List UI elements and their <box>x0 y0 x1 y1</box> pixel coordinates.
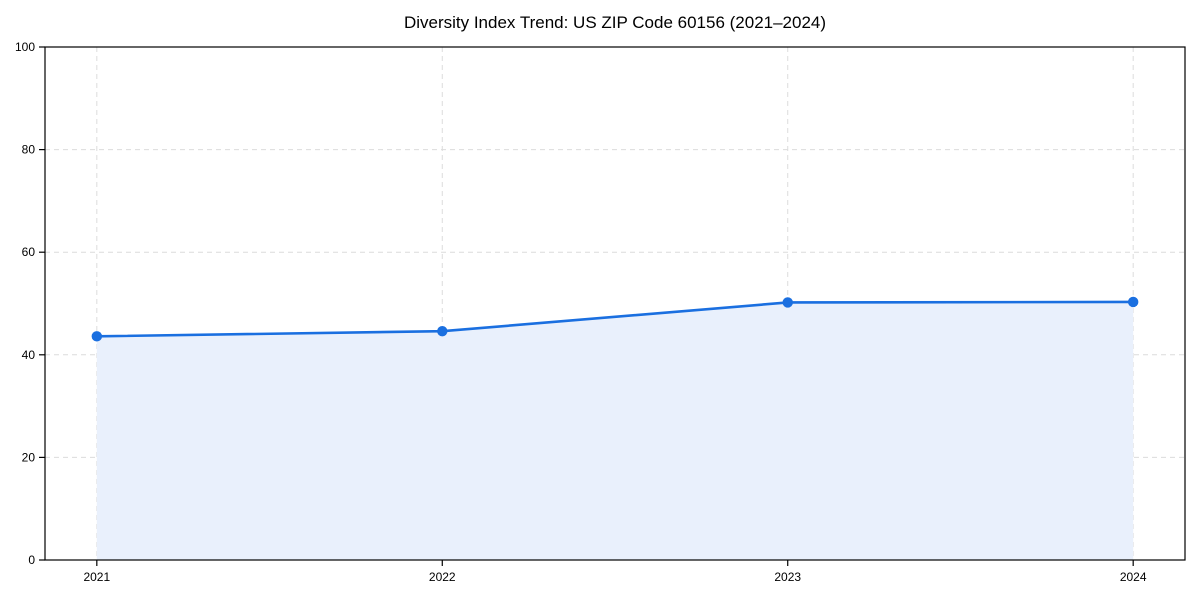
y-tick-label: 80 <box>22 143 36 157</box>
plot-frame <box>44 46 1186 561</box>
x-tick-label: 2023 <box>774 570 801 584</box>
x-tick-label: 2024 <box>1120 570 1147 584</box>
data-point-2021 <box>91 331 103 342</box>
chart-title: Diversity Index Trend: US ZIP Code 60156… <box>403 13 827 32</box>
data-point-2023 <box>782 297 793 308</box>
data-point-2022 <box>437 326 448 337</box>
y-tick-label: 100 <box>15 40 35 54</box>
y-tick-label: 40 <box>22 348 36 362</box>
x-tick-label: 2021 <box>83 570 110 584</box>
data-point-2024 <box>1127 296 1139 308</box>
y-tick-label: 60 <box>22 245 36 259</box>
trend-line <box>95 300 1135 338</box>
area-fill <box>96 301 1134 560</box>
y-tick-label: 20 <box>22 450 36 464</box>
y-tick-label: 0 <box>28 553 35 567</box>
x-tick-label: 2022 <box>429 570 456 584</box>
